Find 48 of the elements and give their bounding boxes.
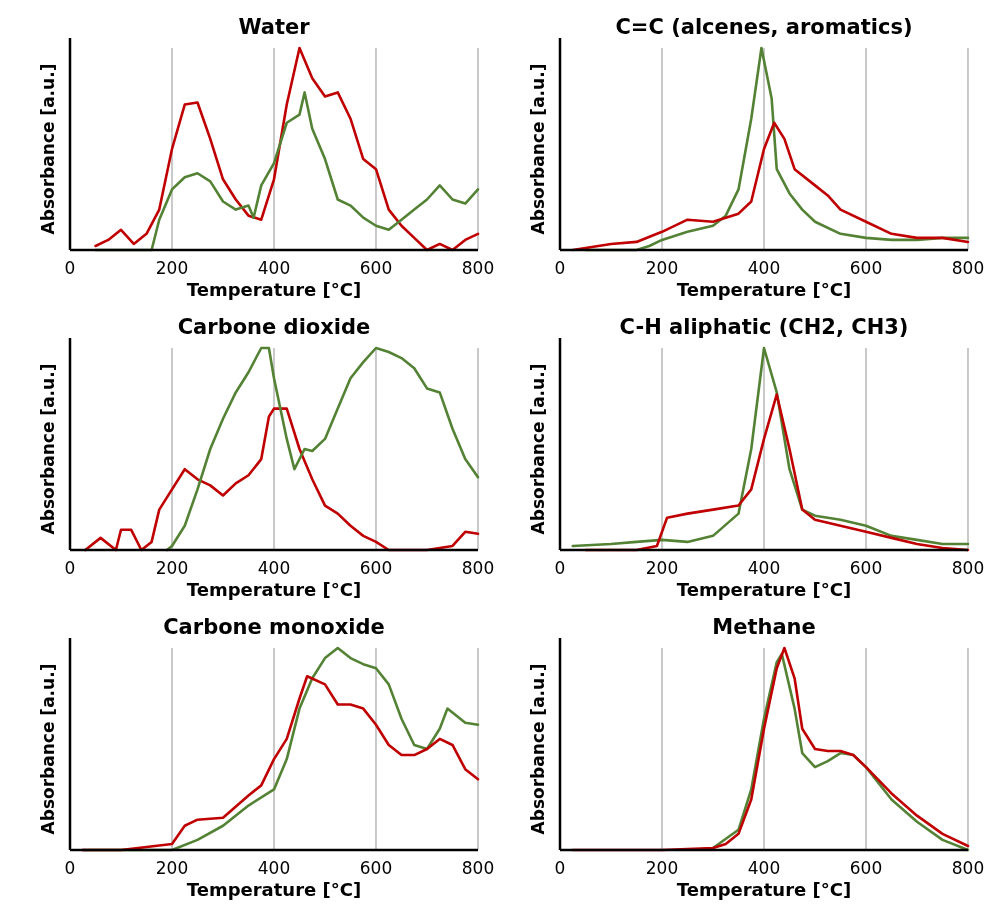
- x-tick-label: 800: [461, 258, 495, 278]
- y-axis-title: Absorbance [a.u.]: [528, 663, 548, 835]
- x-axis-title: Temperature [°C]: [186, 279, 362, 300]
- chart-title: C-H aliphatic (CH2, CH3): [619, 315, 909, 339]
- x-tick-label: 600: [849, 558, 883, 578]
- x-tick-label: 800: [951, 258, 985, 278]
- y-axis-title: Absorbance [a.u.]: [528, 63, 548, 235]
- x-tick-label: 200: [155, 858, 189, 878]
- x-tick-label: 600: [359, 258, 393, 278]
- x-tick-label: 400: [257, 558, 291, 578]
- chart-title: Methane: [712, 615, 816, 639]
- x-tick-label: 400: [747, 858, 781, 878]
- x-tick-label: 400: [257, 258, 291, 278]
- x-tick-label: 200: [645, 258, 679, 278]
- chart-title: Carbone dioxide: [177, 315, 371, 339]
- y-axis-title: Absorbance [a.u.]: [38, 63, 58, 235]
- x-tick-label: 400: [747, 558, 781, 578]
- chart-title: Carbone monoxide: [163, 615, 385, 639]
- chart-title: Water: [238, 15, 311, 39]
- x-tick-label: 800: [951, 858, 985, 878]
- chart-title: C=C (alcenes, aromatics): [615, 15, 913, 39]
- x-axis-title: Temperature [°C]: [186, 879, 362, 900]
- x-axis-title: Temperature [°C]: [676, 279, 852, 300]
- x-tick-label: 600: [849, 858, 883, 878]
- x-tick-label: 200: [155, 558, 189, 578]
- x-tick-label: 600: [849, 258, 883, 278]
- x-tick-label: 800: [461, 858, 495, 878]
- x-tick-label: 200: [645, 558, 679, 578]
- y-axis-title: Absorbance [a.u.]: [38, 363, 58, 535]
- x-tick-label: 600: [359, 858, 393, 878]
- x-axis-title: Temperature [°C]: [186, 579, 362, 600]
- x-axis-title: Temperature [°C]: [676, 879, 852, 900]
- x-tick-label: 0: [554, 858, 566, 878]
- x-tick-label: 0: [554, 258, 566, 278]
- x-tick-label: 0: [64, 558, 76, 578]
- y-axis-title: Absorbance [a.u.]: [528, 363, 548, 535]
- x-tick-label: 0: [554, 558, 566, 578]
- x-tick-label: 400: [747, 258, 781, 278]
- x-tick-label: 200: [645, 858, 679, 878]
- x-tick-label: 800: [461, 558, 495, 578]
- x-tick-label: 800: [951, 558, 985, 578]
- x-tick-label: 200: [155, 258, 189, 278]
- x-axis-title: Temperature [°C]: [676, 579, 852, 600]
- x-tick-label: 0: [64, 258, 76, 278]
- x-tick-label: 400: [257, 858, 291, 878]
- y-axis-title: Absorbance [a.u.]: [38, 663, 58, 835]
- x-tick-label: 0: [64, 858, 76, 878]
- x-tick-label: 600: [359, 558, 393, 578]
